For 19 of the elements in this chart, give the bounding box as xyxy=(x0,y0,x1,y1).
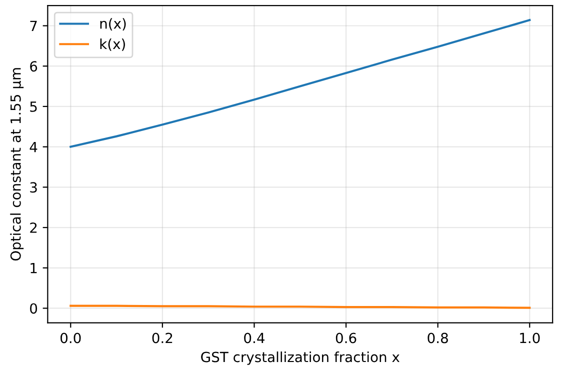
x-axis-title: GST crystallization fraction x xyxy=(201,351,400,365)
y-tick-label: 3 xyxy=(30,182,37,193)
y-tick-label: 2 xyxy=(30,222,37,233)
x-tick-label: 0.4 xyxy=(244,332,264,344)
y-axis-title: Optical constant at 1.55 µm xyxy=(10,68,24,261)
x-tick-label: 0.8 xyxy=(428,332,448,344)
legend-label: k(x) xyxy=(100,38,125,51)
y-tick-label: 5 xyxy=(30,102,37,112)
x-tick-label: 0.6 xyxy=(336,332,356,344)
y-tick-label: 4 xyxy=(30,142,38,152)
y-tick-label: 1 xyxy=(30,263,37,274)
y-tick-label: 0 xyxy=(30,303,38,314)
line-series xyxy=(70,19,531,148)
x-tick-label: 0.2 xyxy=(152,332,172,344)
x-tick-label: 1.0 xyxy=(520,332,540,344)
x-tick-label: 0.0 xyxy=(60,332,81,344)
y-tick-label: 6 xyxy=(30,61,38,72)
y-tick-label: 7 xyxy=(30,20,37,32)
legend-label: n(x) xyxy=(100,18,126,30)
